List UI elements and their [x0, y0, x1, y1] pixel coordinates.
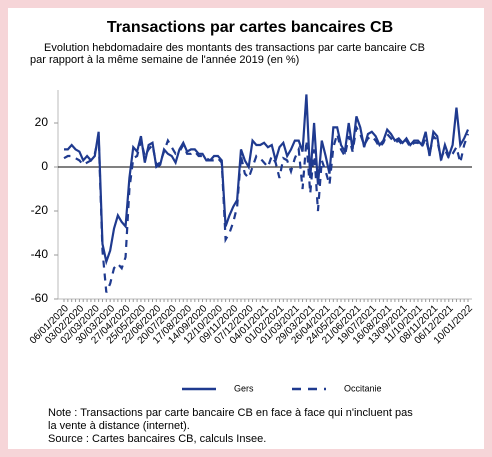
legend-label: Gers: [234, 383, 254, 393]
subtitle: Evolution hebdomadaire des montants des …: [44, 42, 425, 54]
y-tick-label: 0: [41, 159, 48, 173]
chart-title: Transactions par cartes bancaires CB: [107, 19, 393, 36]
y-tick-label: -20: [31, 203, 49, 217]
y-tick-label: -60: [31, 291, 49, 305]
legend-label: Occitanie: [344, 383, 382, 393]
series-line: [64, 94, 470, 266]
note: Source : Cartes bancaires CB, calculs In…: [48, 433, 266, 445]
y-tick-label: -40: [31, 247, 49, 261]
series-line: [63, 124, 470, 293]
subtitle: par rapport à la même semaine de l'année…: [30, 54, 299, 66]
note: la vente à distance (internet).: [48, 420, 190, 432]
y-tick-label: 20: [35, 115, 49, 129]
note: Note : Transactions par carte bancaire C…: [48, 407, 413, 419]
panel: [8, 8, 484, 449]
